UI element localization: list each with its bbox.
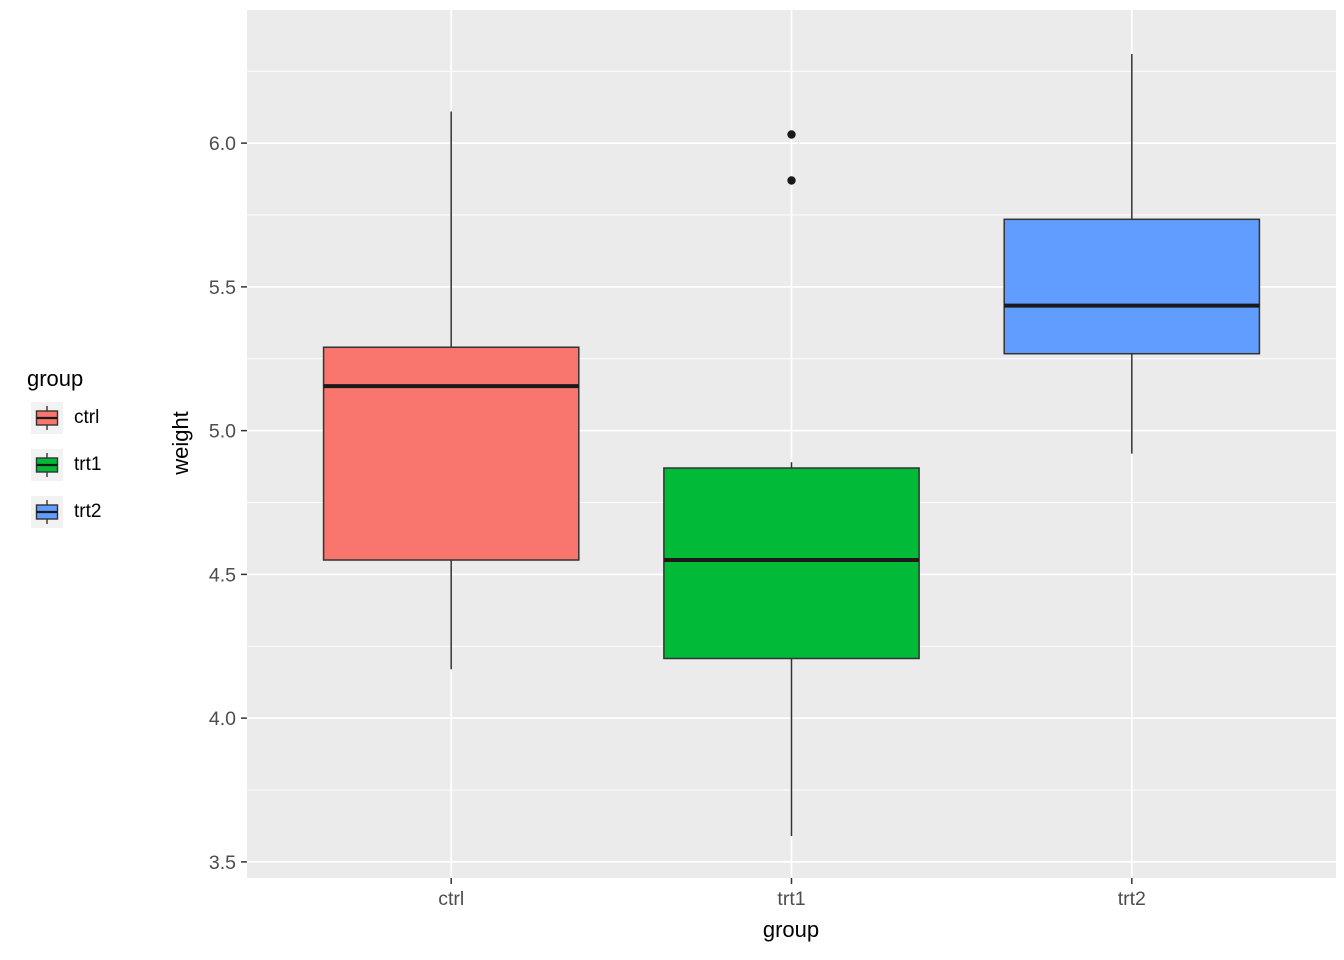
x-axis-title: group bbox=[762, 917, 820, 942]
y-tick-label: 6.0 bbox=[209, 133, 236, 155]
x-tick-label: trt1 bbox=[777, 888, 805, 910]
outlier-trt1 bbox=[787, 176, 796, 185]
y-tick-label: 5.0 bbox=[209, 421, 236, 443]
y-axis-title: weight bbox=[168, 411, 193, 475]
x-tick-label: ctrl bbox=[438, 888, 464, 910]
legend-entry-trt1: trt1 bbox=[27, 449, 101, 481]
boxplot-key-icon bbox=[31, 496, 63, 528]
y-tick-label: 5.5 bbox=[209, 277, 236, 299]
legend-entry-trt2: trt2 bbox=[27, 496, 101, 528]
legend-label: ctrl bbox=[74, 407, 100, 428]
boxplot-key-icon bbox=[31, 402, 63, 434]
y-tick-label: 4.5 bbox=[209, 564, 236, 586]
outlier-trt1 bbox=[787, 130, 796, 139]
legend-entry-ctrl: ctrl bbox=[27, 402, 101, 434]
legend-title: group bbox=[27, 366, 84, 391]
box-ctrl bbox=[322, 346, 580, 561]
legend: group ctrl trt1 bbox=[27, 366, 101, 543]
y-tick-label: 4.0 bbox=[209, 708, 236, 730]
box-trt2 bbox=[1003, 218, 1261, 355]
x-tick-label: trt2 bbox=[1118, 888, 1146, 910]
legend-label: trt2 bbox=[74, 501, 102, 522]
legend-label: trt1 bbox=[74, 454, 102, 475]
y-tick-label: 3.5 bbox=[209, 852, 236, 874]
boxplot-key-icon bbox=[31, 449, 63, 481]
box-trt1 bbox=[663, 467, 920, 660]
